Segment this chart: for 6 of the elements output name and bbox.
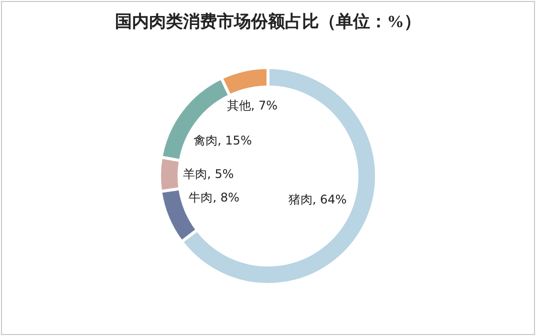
slice-label: 羊肉, 5% bbox=[183, 167, 234, 182]
chart-title: 国内肉类消费市场份额占比（单位：%） bbox=[114, 11, 422, 33]
slice-label: 牛肉, 8% bbox=[188, 190, 240, 205]
slice-label: 猪肉, 64% bbox=[288, 192, 347, 207]
slice-label: 禽肉, 15% bbox=[194, 134, 252, 148]
slice-label: 其他, 7% bbox=[226, 98, 278, 112]
